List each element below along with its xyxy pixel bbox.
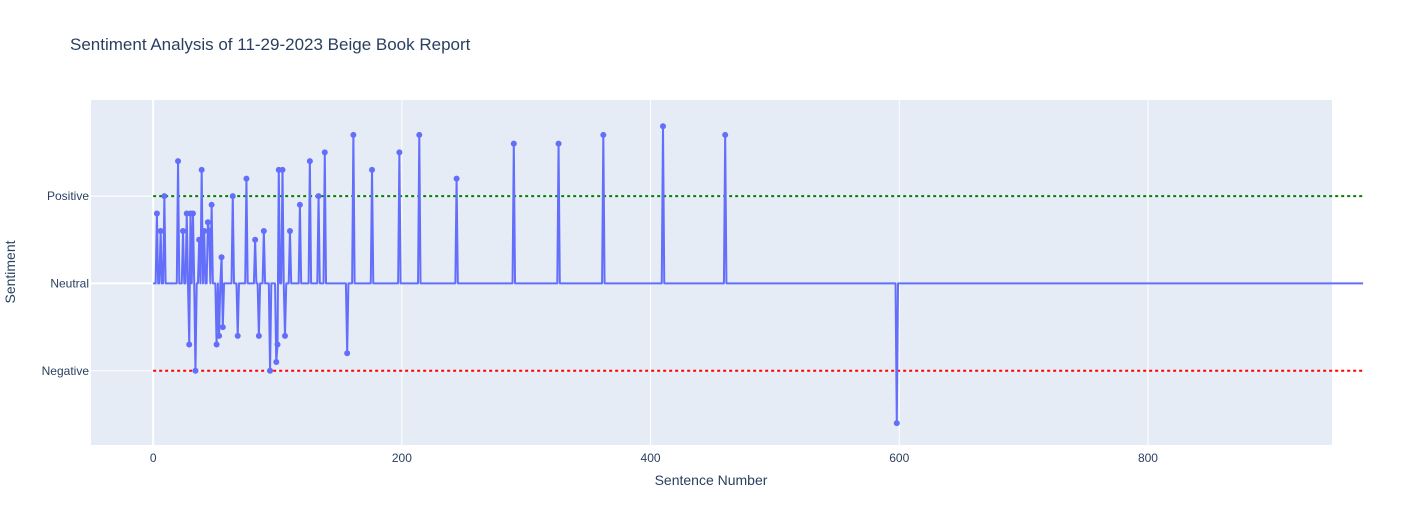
data-point	[196, 236, 203, 243]
data-point	[344, 350, 351, 357]
data-point	[180, 228, 187, 235]
data-point	[260, 228, 267, 235]
y-tick-labels: Negative Neutral Positive	[42, 189, 90, 378]
data-point	[255, 332, 262, 339]
data-point	[286, 228, 293, 235]
data-point	[306, 158, 313, 165]
data-point	[296, 201, 303, 208]
data-point	[219, 324, 226, 331]
x-tick-label: 600	[889, 451, 909, 465]
x-tick-label: 400	[641, 451, 661, 465]
data-point	[204, 219, 211, 226]
data-point	[175, 158, 182, 165]
data-point	[350, 131, 357, 138]
data-point	[555, 140, 562, 147]
data-point	[229, 193, 236, 200]
y-tick-label-neutral: Neutral	[50, 276, 89, 290]
chart-title: Sentiment Analysis of 11-29-2023 Beige B…	[70, 35, 471, 54]
sentiment-series-line	[153, 125, 1364, 425]
reference-lines	[153, 195, 1364, 372]
data-point	[396, 149, 403, 156]
x-tick-label: 800	[1138, 451, 1158, 465]
data-point	[893, 420, 900, 427]
data-point	[453, 175, 460, 182]
data-point	[189, 210, 196, 217]
data-point	[161, 193, 168, 200]
data-point	[213, 341, 220, 348]
x-tick-label: 0	[150, 451, 157, 465]
data-point	[369, 166, 376, 173]
data-point	[267, 367, 274, 374]
data-point	[243, 175, 250, 182]
data-point	[660, 123, 667, 130]
data-point	[216, 332, 223, 339]
data-point	[279, 166, 286, 173]
data-point	[510, 140, 517, 147]
data-point	[208, 201, 215, 208]
data-point	[722, 131, 729, 138]
data-point	[206, 228, 213, 235]
data-point	[198, 166, 205, 173]
x-tick-labels: 0 200 400 600 800	[150, 451, 1158, 465]
x-axis-title: Sentence Number	[655, 472, 768, 488]
data-point	[252, 236, 259, 243]
data-point	[186, 341, 193, 348]
data-point	[281, 332, 288, 339]
data-point	[157, 228, 164, 235]
data-point	[273, 359, 280, 366]
data-point	[315, 193, 322, 200]
data-point	[218, 254, 225, 261]
data-point	[201, 228, 208, 235]
data-point	[274, 341, 281, 348]
data-point	[153, 210, 160, 217]
plot-area	[91, 100, 1332, 445]
data-point	[234, 332, 241, 339]
x-tick-label: 200	[392, 451, 412, 465]
y-tick-label-positive: Positive	[47, 189, 89, 203]
series-layer	[153, 123, 1364, 427]
data-point	[192, 367, 199, 374]
data-point	[416, 131, 423, 138]
data-point	[600, 131, 607, 138]
y-tick-label-negative: Negative	[42, 364, 90, 378]
y-axis-title: Sentiment	[2, 240, 18, 303]
data-point	[321, 149, 328, 156]
